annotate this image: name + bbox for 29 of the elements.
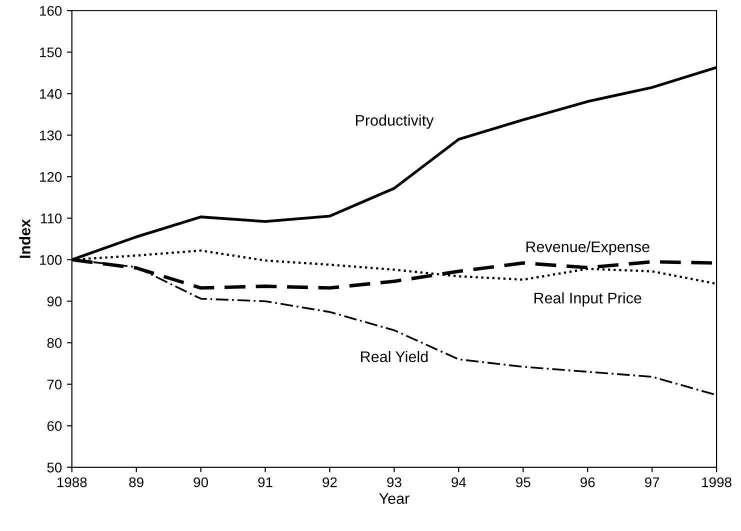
y-axis-title: Index (19, 219, 30, 258)
y-tick-label: 90 (47, 296, 62, 306)
x-tick-label: 89 (129, 477, 144, 488)
y-tick-label: 80 (47, 338, 62, 348)
x-tick-label: 95 (516, 477, 530, 488)
y-tick-label: 140 (40, 88, 62, 99)
y-tick-label: 50 (47, 462, 62, 472)
series-label: Real Yield (361, 350, 428, 362)
x-tick-label: 92 (322, 477, 337, 488)
y-tick-label: 160 (40, 6, 62, 16)
x-tick-label: 96 (580, 477, 595, 488)
series-label: Revenue/Expense (526, 241, 650, 256)
y-tick-label: 120 (40, 172, 62, 182)
y-tick-label: 150 (40, 47, 62, 58)
y-tick-label: 100 (40, 255, 62, 265)
y-tick-label: 130 (40, 130, 62, 140)
y-tick-label: 110 (41, 214, 62, 224)
x-tick-label: 94 (452, 477, 466, 488)
x-tick-label: 97 (645, 477, 660, 488)
x-tick-label: 90 (194, 477, 208, 488)
series-label: Productivity (356, 114, 434, 129)
x-tick-label: 1988 (57, 477, 87, 488)
x-tick-label: 93 (387, 477, 402, 488)
x-tick-label: 1998 (702, 477, 732, 488)
y-tick-label: 70 (47, 380, 62, 390)
series-label: Real Input Price (534, 292, 642, 307)
x-tick-label: 91 (258, 477, 272, 488)
x-axis-title: Year (379, 493, 410, 504)
y-tick-label: 60 (47, 421, 62, 431)
